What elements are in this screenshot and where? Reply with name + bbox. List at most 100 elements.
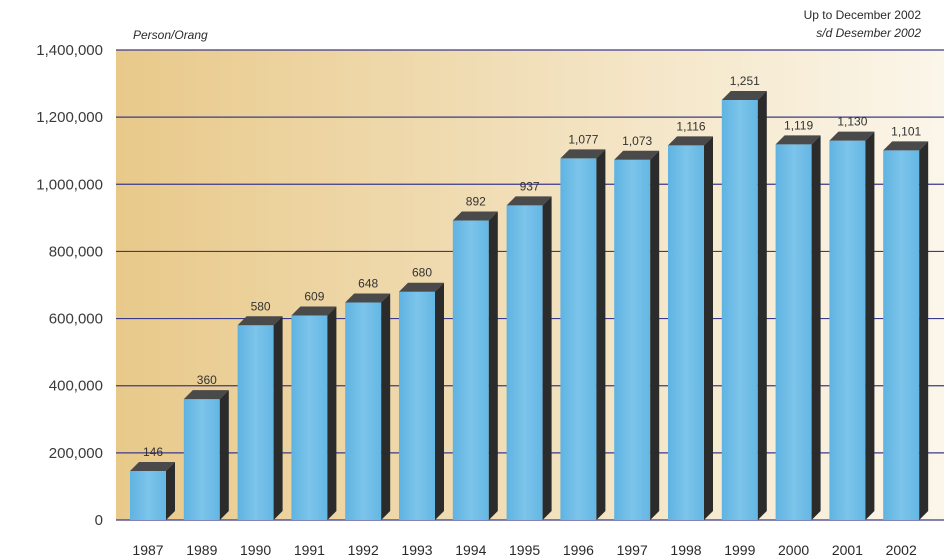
bar-top <box>130 461 175 471</box>
x-tick-label: 1991 <box>294 542 325 558</box>
bar <box>399 282 444 520</box>
bar <box>775 135 821 521</box>
bar <box>560 149 606 520</box>
bar-side <box>596 149 606 520</box>
bar-top <box>775 135 821 145</box>
bar-top <box>183 390 229 400</box>
bar-front <box>291 315 328 520</box>
bar-value-label: 146 <box>143 445 163 459</box>
bar-value-label: 360 <box>197 373 217 387</box>
bar-front <box>883 150 920 520</box>
y-tick-label: 1,200,000 <box>36 109 103 126</box>
bar-value-label: 609 <box>304 290 324 304</box>
y-tick-label: 800,000 <box>49 243 103 260</box>
bar-side <box>757 91 767 521</box>
y-tick-label: 1,400,000 <box>36 42 103 59</box>
bar-top <box>668 136 713 146</box>
x-tick-label: 1999 <box>724 542 755 558</box>
bar-value-label: 648 <box>358 276 378 290</box>
x-tick-label: 1993 <box>401 542 432 558</box>
bar-value-label: 1,119 <box>784 118 813 132</box>
x-tick-label: 1992 <box>348 542 379 558</box>
bar-value-label: 937 <box>520 179 540 193</box>
x-tick-label: 1995 <box>509 542 540 558</box>
x-tick-label: 1994 <box>455 542 486 558</box>
bar-side <box>327 306 337 520</box>
bar-front <box>345 302 382 520</box>
bar-top <box>829 131 875 141</box>
bar-value-label: 680 <box>412 266 432 280</box>
y-tick-label: 200,000 <box>49 445 103 462</box>
bar <box>130 461 175 520</box>
bar-top <box>614 150 660 160</box>
bar <box>721 91 767 521</box>
bar <box>506 196 552 520</box>
bar-front <box>399 291 435 520</box>
bar-top <box>506 196 552 206</box>
bar-top <box>345 293 391 303</box>
bar-front <box>829 140 866 520</box>
bar-side <box>704 136 713 521</box>
bar-side <box>488 211 498 521</box>
bar-value-label: 1,101 <box>891 124 921 138</box>
x-tick-label: 1987 <box>132 542 163 558</box>
x-axis-labels: 1987 1989 1990 1991 1992 1993 1994 1995 1996 1997… <box>132 542 917 558</box>
x-tick-label: 2000 <box>778 542 809 558</box>
x-tick-label: 1996 <box>563 542 594 558</box>
bar <box>829 131 875 520</box>
bar-side <box>811 135 821 521</box>
bar <box>883 141 929 520</box>
bar-value-label: 1,073 <box>622 134 652 148</box>
bar-front <box>560 158 597 520</box>
bar-front <box>614 159 651 520</box>
bar-side <box>650 150 660 520</box>
bar <box>614 150 660 520</box>
bar <box>183 390 229 520</box>
bar <box>668 136 713 521</box>
bar-value-label: 1,116 <box>676 119 705 133</box>
bar-top <box>560 149 606 159</box>
y-tick-label: 1,000,000 <box>36 176 103 193</box>
x-tick-label: 1998 <box>670 542 701 558</box>
y-axis-ticks: 0 200,000 400,000 600,000 800,000 1,000,000 1,… <box>36 42 103 529</box>
bar <box>345 293 391 520</box>
bar <box>291 306 337 520</box>
bars <box>130 91 929 521</box>
bar-top <box>721 91 767 101</box>
bar-front <box>721 100 758 521</box>
bar-front <box>668 145 704 521</box>
bar-side <box>166 461 175 520</box>
bar-side <box>919 141 929 520</box>
period-note-line2: s/d Desember 2002 <box>816 26 921 40</box>
bar-top <box>291 306 337 316</box>
bar-side <box>273 316 283 520</box>
bar-front <box>183 399 220 520</box>
bar-front <box>130 470 166 520</box>
y-tick-label: 400,000 <box>49 378 103 395</box>
bar-value-label: 1,077 <box>568 132 598 146</box>
bar-front <box>237 325 274 520</box>
bar-top <box>399 282 444 292</box>
bar-front <box>775 144 812 521</box>
bar-value-label: 1,130 <box>837 115 867 129</box>
bar-side <box>865 131 875 520</box>
x-tick-label: 2002 <box>886 542 917 558</box>
bar-side <box>435 282 444 520</box>
data-labels: 146 360 580 609 648 680 892 937 1,077 1,073 1,116 1… <box>143 74 922 459</box>
bar-top <box>237 316 283 326</box>
bar-value-label: 580 <box>251 299 271 313</box>
unit-label: Person/Orang <box>133 28 208 42</box>
bar-value-label: 892 <box>466 195 486 209</box>
bar-side <box>381 293 391 520</box>
bar <box>452 211 498 521</box>
x-tick-label: 1990 <box>240 542 271 558</box>
x-tick-label: 2001 <box>832 542 863 558</box>
bar-front <box>452 220 489 521</box>
y-tick-label: 600,000 <box>49 311 103 328</box>
bar-side <box>219 390 229 520</box>
bar-side <box>542 196 552 520</box>
bar-top <box>452 211 498 221</box>
bar <box>237 316 283 520</box>
bar-top <box>883 141 929 151</box>
